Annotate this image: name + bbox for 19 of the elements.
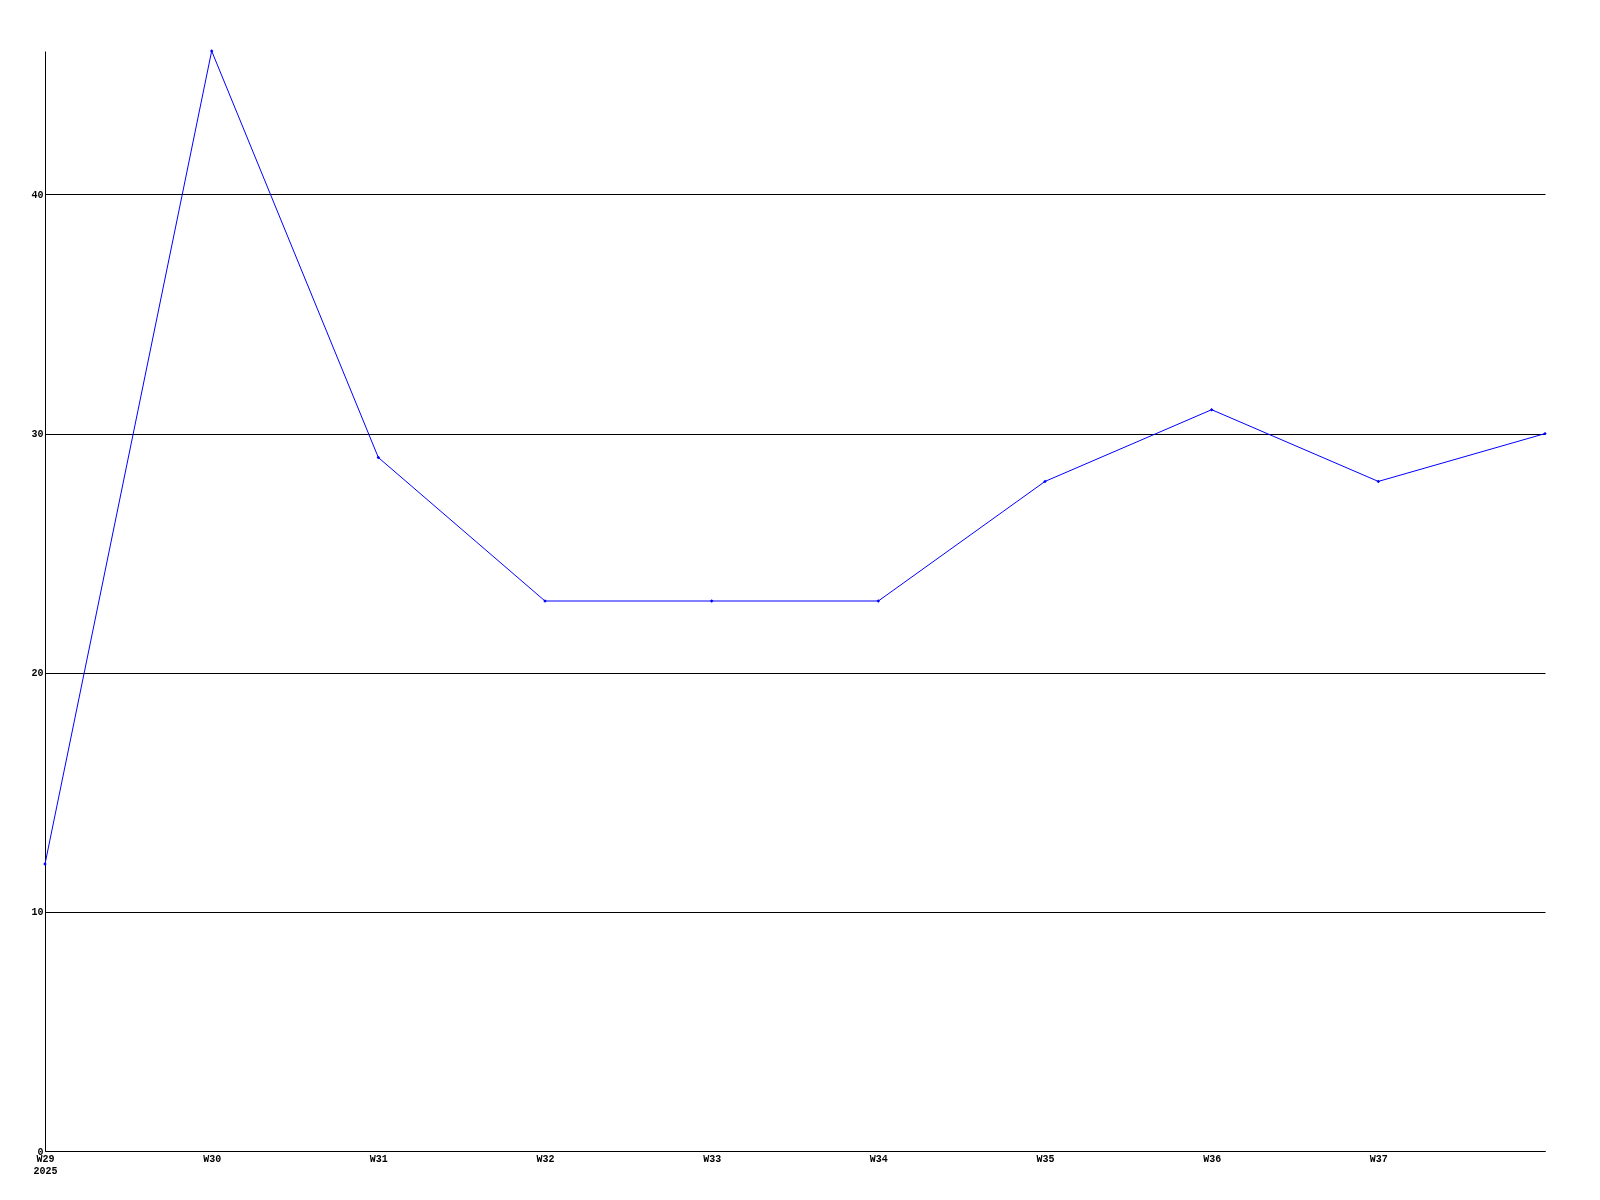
y-tick-label: 40 xyxy=(31,189,44,201)
x-tick-label: W33 xyxy=(703,1153,722,1165)
point xyxy=(1543,431,1547,436)
y-tick-label: 20 xyxy=(31,668,44,680)
point xyxy=(709,599,714,603)
x-tick-label: W37 xyxy=(1369,1153,1388,1165)
y-tick-label: 10 xyxy=(31,907,44,919)
point xyxy=(1043,479,1047,484)
x-tick-label: W32 xyxy=(536,1153,555,1165)
x-tick-label: W34 xyxy=(869,1153,888,1165)
line-series xyxy=(43,49,1547,866)
x-tick-label: W36 xyxy=(1203,1153,1222,1165)
x-tick-label: W30 xyxy=(203,1153,222,1165)
point xyxy=(876,599,881,603)
x-tick-label: W35 xyxy=(1036,1153,1055,1165)
point xyxy=(1209,407,1214,412)
point xyxy=(209,49,214,53)
y-tick-label: 30 xyxy=(31,429,44,441)
x-tick-label: W31 xyxy=(369,1153,388,1165)
